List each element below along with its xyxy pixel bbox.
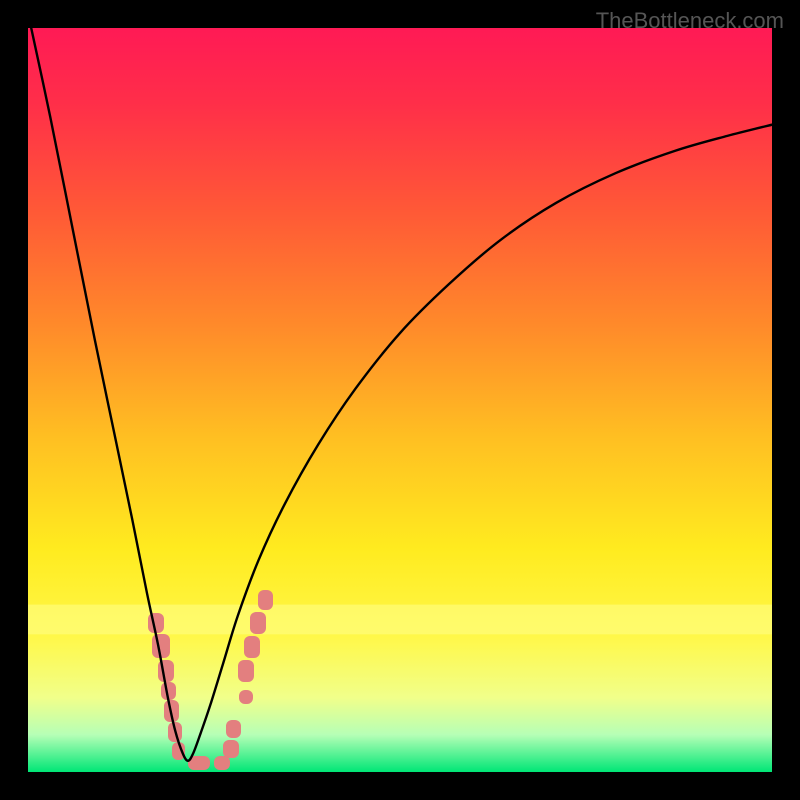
curve-marker: [239, 690, 253, 704]
curve-marker: [226, 720, 241, 738]
chart-svg: [0, 0, 800, 800]
curve-marker: [244, 636, 260, 658]
curve-marker: [250, 612, 266, 634]
curve-marker: [258, 590, 273, 610]
chart-stage: TheBottleneck.com: [0, 0, 800, 800]
curve-marker: [238, 660, 254, 682]
plot-gradient-area: [28, 28, 772, 772]
curve-marker: [223, 740, 239, 758]
curve-marker: [214, 756, 230, 770]
highlight-band: [28, 605, 772, 635]
